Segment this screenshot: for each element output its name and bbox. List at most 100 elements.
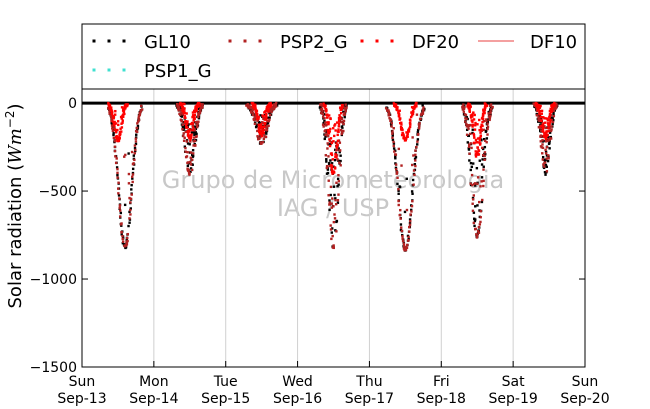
point bbox=[477, 153, 481, 156]
point bbox=[392, 142, 396, 145]
point bbox=[397, 192, 400, 195]
point bbox=[475, 236, 479, 239]
point bbox=[190, 168, 194, 172]
point bbox=[262, 115, 265, 118]
point bbox=[139, 104, 143, 108]
point bbox=[131, 180, 134, 184]
point bbox=[476, 123, 479, 126]
point bbox=[264, 135, 268, 139]
legend-entry-df20: DF20 bbox=[360, 32, 459, 53]
point bbox=[473, 113, 476, 117]
point bbox=[110, 124, 114, 127]
point bbox=[474, 227, 477, 231]
point bbox=[540, 119, 543, 122]
point bbox=[328, 199, 331, 202]
legend-swatch-dot bbox=[228, 39, 232, 43]
point bbox=[482, 184, 485, 188]
point bbox=[333, 217, 337, 220]
point bbox=[326, 116, 329, 119]
point bbox=[193, 136, 196, 139]
point bbox=[335, 219, 339, 223]
point bbox=[131, 173, 135, 176]
point bbox=[189, 160, 192, 164]
point bbox=[544, 148, 547, 152]
point bbox=[486, 133, 489, 136]
x-axis-ticks: SunSep-13MonSep-14TueSep-15WedSep-16ThuS… bbox=[57, 361, 610, 407]
point bbox=[406, 132, 409, 135]
point bbox=[333, 124, 336, 127]
point bbox=[109, 116, 113, 119]
point bbox=[549, 135, 553, 139]
point bbox=[411, 111, 415, 114]
point bbox=[471, 125, 474, 128]
point bbox=[117, 123, 120, 127]
point bbox=[476, 137, 480, 140]
point bbox=[179, 113, 182, 116]
point bbox=[474, 138, 478, 142]
point bbox=[116, 176, 119, 179]
point bbox=[340, 130, 344, 133]
point bbox=[181, 123, 184, 126]
point bbox=[461, 105, 464, 108]
point bbox=[111, 125, 115, 129]
point bbox=[196, 103, 200, 106]
point bbox=[548, 131, 552, 134]
point bbox=[122, 115, 125, 119]
point bbox=[481, 158, 484, 161]
point bbox=[401, 239, 405, 243]
point bbox=[110, 119, 113, 123]
point bbox=[132, 154, 136, 157]
point bbox=[194, 127, 198, 131]
point bbox=[550, 125, 553, 128]
legend-entry-gl10: GL10 bbox=[92, 32, 191, 53]
point bbox=[116, 120, 120, 123]
point bbox=[462, 110, 466, 113]
point bbox=[548, 112, 552, 116]
point bbox=[409, 219, 412, 223]
point bbox=[543, 117, 546, 120]
point bbox=[403, 136, 406, 140]
point bbox=[257, 115, 260, 119]
point bbox=[405, 137, 408, 140]
point bbox=[130, 183, 133, 187]
point bbox=[479, 142, 482, 145]
point bbox=[331, 234, 334, 238]
point bbox=[274, 101, 278, 105]
point bbox=[123, 155, 126, 158]
point bbox=[253, 118, 256, 121]
point bbox=[338, 114, 341, 117]
point bbox=[387, 110, 391, 114]
point bbox=[483, 108, 487, 111]
point bbox=[192, 131, 196, 134]
plot-frame bbox=[81, 88, 586, 368]
point bbox=[344, 103, 347, 106]
point bbox=[130, 193, 133, 196]
point bbox=[195, 107, 199, 111]
point bbox=[337, 173, 340, 177]
point bbox=[110, 111, 114, 114]
point bbox=[545, 154, 549, 157]
legend-entry-df10: DF10 bbox=[478, 32, 577, 53]
point bbox=[260, 133, 263, 136]
point bbox=[112, 117, 115, 120]
point bbox=[248, 104, 251, 108]
point bbox=[541, 143, 544, 146]
point bbox=[119, 211, 123, 215]
point bbox=[263, 135, 266, 138]
point bbox=[481, 146, 484, 150]
point bbox=[332, 244, 335, 247]
point bbox=[539, 124, 542, 128]
point bbox=[180, 120, 183, 123]
point bbox=[407, 237, 410, 241]
point bbox=[257, 124, 261, 127]
point bbox=[465, 133, 469, 136]
point bbox=[323, 117, 326, 120]
point bbox=[467, 145, 471, 149]
point bbox=[331, 227, 334, 230]
point bbox=[474, 205, 477, 208]
point bbox=[486, 125, 490, 128]
point bbox=[342, 106, 346, 109]
point bbox=[480, 139, 483, 142]
point bbox=[186, 167, 189, 170]
point bbox=[129, 213, 132, 216]
